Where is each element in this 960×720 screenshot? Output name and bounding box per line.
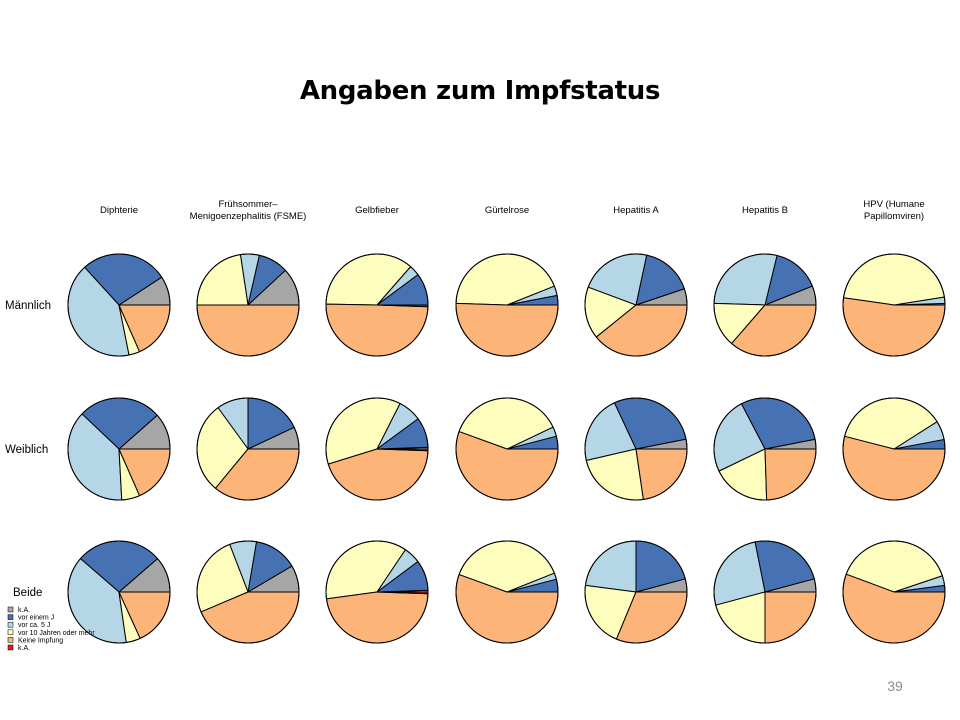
pie-slice-keine-impfung xyxy=(764,448,817,501)
pie-beide-fr-hsommer-menigoenzephalitis-fsme xyxy=(196,540,300,644)
pie-beide-gelbfieber xyxy=(325,540,429,644)
pie-outline xyxy=(713,397,817,501)
pie-weiblich-fr-hsommer-menigoenzephalitis-fsme xyxy=(196,397,300,501)
pie-slice-keine-impfung xyxy=(842,297,946,357)
legend-label-k-a: k.A. xyxy=(18,645,30,652)
pie-m-nnlich-hpv-humane-papillomviren xyxy=(842,253,946,357)
slide-title: Angaben zum Impfstatus xyxy=(299,76,661,106)
column-label-gelbfieber: Gelbfieber xyxy=(355,205,399,216)
pie-outline xyxy=(713,540,817,644)
pie-beide-diphterie xyxy=(67,540,171,644)
pie-slice-keine-impfung xyxy=(764,591,817,644)
pie-outline xyxy=(325,540,429,644)
pie-weiblich-hpv-humane-papillomviren xyxy=(842,397,946,501)
row-label-beide: Beide xyxy=(13,587,42,599)
pie-outline xyxy=(67,397,171,501)
legend-swatch-keine-impfung xyxy=(7,637,14,643)
legend-label-keine-impfung: Keine Impfung xyxy=(18,637,63,644)
pie-weiblich-g-rtelrose xyxy=(455,397,559,501)
pie-slice-keine-impfung xyxy=(325,591,429,644)
pie-outline xyxy=(196,397,300,501)
pie-beide-hpv-humane-papillomviren xyxy=(842,540,946,644)
pie-m-nnlich-diphterie xyxy=(67,253,171,357)
pie-weiblich-gelbfieber xyxy=(325,397,429,501)
pie-outline xyxy=(325,253,429,357)
column-label-diphterie: Diphterie xyxy=(100,205,138,216)
pie-outline xyxy=(196,540,300,644)
pie-slice-keine-impfung xyxy=(455,302,559,357)
legend-label-k-a: k.A. xyxy=(18,607,30,614)
pie-m-nnlich-gelbfieber xyxy=(325,253,429,357)
legend-swatch-vor-einem-j xyxy=(7,614,14,620)
pie-slice-keine-impfung xyxy=(196,304,300,357)
legend-swatch-vor-10-jahren-oder-mehr xyxy=(7,629,14,636)
pie-outline xyxy=(842,397,946,501)
pie-m-nnlich-g-rtelrose xyxy=(455,253,559,357)
pie-m-nnlich-hepatitis-a xyxy=(584,253,688,357)
pie-beide-hepatitis-a xyxy=(584,540,688,644)
pie-outline xyxy=(584,397,688,501)
pie-slice-vor-ca-5-j xyxy=(584,540,637,593)
legend-swatch-k-a xyxy=(7,644,14,651)
legend-label-vor-ca-5-j: vor ca. 5 J xyxy=(18,622,50,629)
legend-swatch-k-a xyxy=(7,606,14,613)
pie-weiblich-hepatitis-b xyxy=(713,397,817,501)
row-label-weiblich: Weiblich xyxy=(5,444,48,456)
pie-slice-vor-10-jahren-oder-mehr xyxy=(843,253,945,306)
pie-beide-g-rtelrose xyxy=(455,540,559,644)
pie-outline xyxy=(325,397,429,501)
pie-outline xyxy=(455,540,559,644)
pie-weiblich-hepatitis-a xyxy=(584,397,688,501)
column-label-hepatitis-b: Hepatitis B xyxy=(742,205,788,216)
pie-beide-hepatitis-b xyxy=(713,540,817,644)
pie-slice-keine-impfung xyxy=(635,448,688,500)
column-label-hepatitis-a: Hepatitis A xyxy=(613,205,659,216)
column-label-fr-hsommer-menigoenzephalitis-fsme: Frühsommer– Menigoenzephalitis (FSME) xyxy=(190,199,307,222)
pie-outline xyxy=(842,253,946,357)
legend-swatch-vor-ca-5-j xyxy=(7,621,14,628)
pie-outline xyxy=(584,540,688,644)
legend-label-vor-10-jahren-oder-mehr: vor 10 Jahren oder mehr xyxy=(18,630,95,637)
pie-outline xyxy=(67,253,171,357)
pie-outline xyxy=(713,253,817,357)
pie-outline xyxy=(455,253,559,357)
pie-outline xyxy=(196,253,300,357)
pie-outline xyxy=(67,540,171,644)
column-label-g-rtelrose: Gürtelrose xyxy=(485,205,529,216)
page-number: 39 xyxy=(887,678,903,694)
column-label-hpv-humane-papillomviren: HPV (Humane Papillomviren) xyxy=(863,199,924,222)
pie-slice-keine-impfung xyxy=(325,303,429,357)
pie-outline xyxy=(584,253,688,357)
pie-weiblich-diphterie xyxy=(67,397,171,501)
pie-outline xyxy=(842,540,946,644)
row-label-m-nnlich: Männlich xyxy=(5,300,51,312)
legend-label-vor-einem-j: vor einem J xyxy=(18,615,54,622)
pie-outline xyxy=(455,397,559,501)
pie-slice-vor-10-jahren-oder-mehr xyxy=(196,254,249,306)
pie-m-nnlich-hepatitis-b xyxy=(713,253,817,357)
pie-m-nnlich-fr-hsommer-menigoenzephalitis-fsme xyxy=(196,253,300,357)
